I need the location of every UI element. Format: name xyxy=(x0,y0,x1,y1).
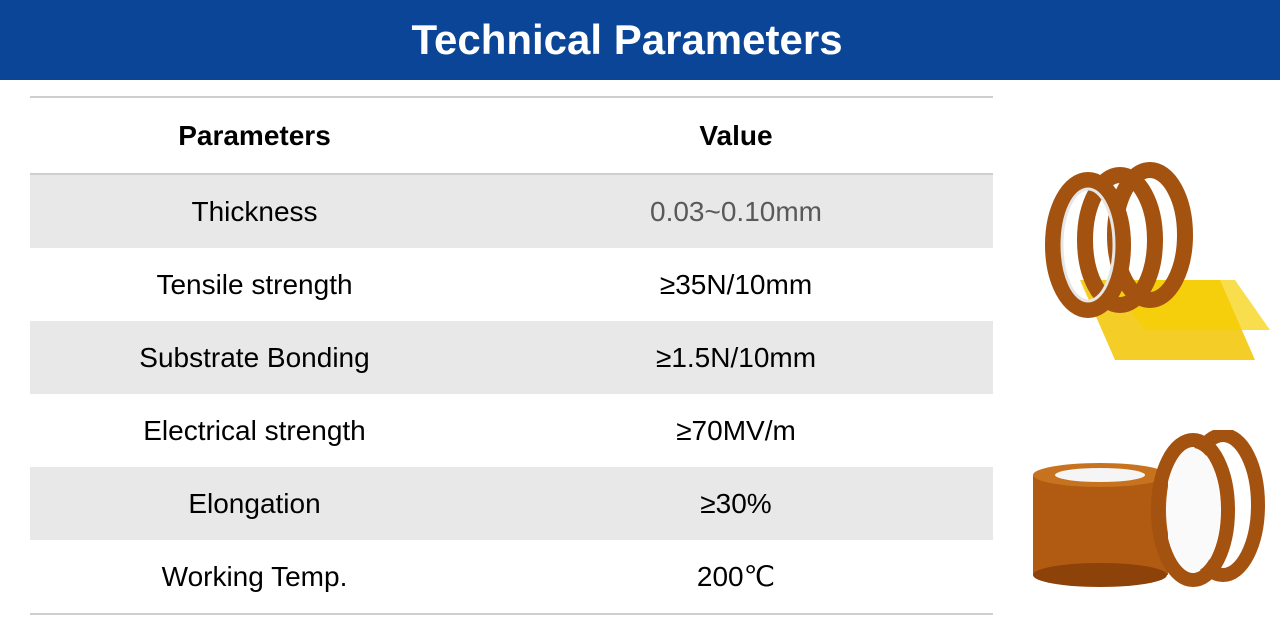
value-cell: ≥1.5N/10mm xyxy=(479,321,993,394)
tape-image-top xyxy=(1045,162,1270,360)
value-cell: ≥35N/10mm xyxy=(659,268,813,300)
parameter-cell: Working Temp. xyxy=(30,540,479,615)
parameter-cell: Elongation xyxy=(30,467,479,540)
header-banner: Technical Parameters xyxy=(0,0,1280,80)
column-header: Value xyxy=(479,96,993,175)
parameter-cell: Electrical strength xyxy=(143,414,366,446)
table-row: Electrical strength ≥70MV/m xyxy=(30,394,993,467)
title: Technical Parameters xyxy=(411,16,843,63)
value-cell: 0.03~0.10mm xyxy=(479,174,993,248)
parameter-cell: Thickness xyxy=(30,174,479,248)
parameter-cell: Tensile strength xyxy=(156,268,353,300)
header-row: Parameters Value xyxy=(30,96,993,175)
value-cell: ≥70MV/m xyxy=(676,414,796,446)
value-cell: 200℃ xyxy=(479,540,993,615)
parameter-cell: Substrate Bonding xyxy=(30,321,479,394)
parameter-table: Parameters Value Thickness 0.03~0.10mm Ten… xyxy=(30,96,993,615)
column-header: Parameters xyxy=(30,96,479,175)
table-body: Thickness 0.03~0.10mm Tensile strength ≥35N… xyxy=(30,174,993,615)
table-row: Working Temp. 200℃ xyxy=(30,540,993,615)
table-row: Elongation ≥30% xyxy=(30,467,993,540)
table-row: Substrate Bonding ≥1.5N/10mm xyxy=(30,321,993,394)
tape-image-bottom xyxy=(1033,430,1265,587)
table-row: Tensile strength ≥35N/10mm xyxy=(30,248,993,321)
table-row: Thickness 0.03~0.10mm xyxy=(30,174,993,248)
value-cell: ≥30% xyxy=(479,467,993,540)
